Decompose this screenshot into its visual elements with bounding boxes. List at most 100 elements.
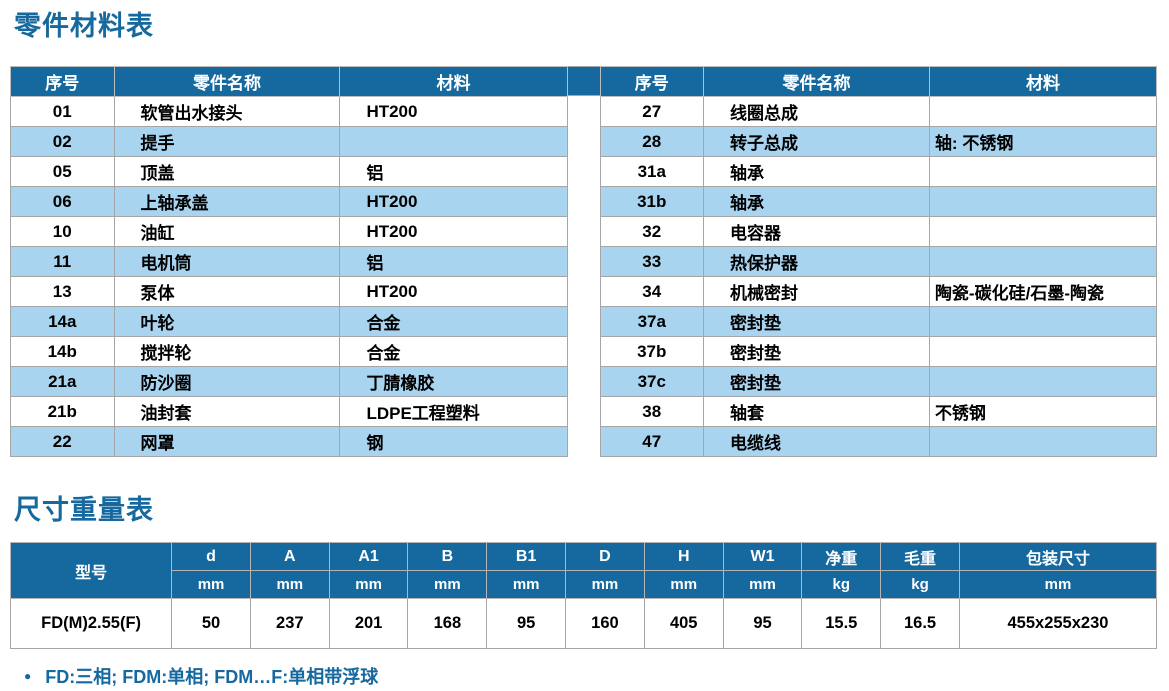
cell-material: HT200: [339, 216, 568, 247]
column-header-D: D: [565, 542, 645, 571]
table-row: 11 电机筒铝: [10, 246, 568, 277]
cell-material: [928, 336, 1158, 367]
dimensions-table-title: 尺寸重量表: [14, 495, 154, 525]
cell-part-name: 油缸: [113, 216, 341, 247]
cell-part-name: 电容器: [703, 216, 930, 247]
column-header-H: H: [643, 542, 724, 571]
cell-material: [928, 306, 1158, 337]
unit-mm: mm: [328, 570, 409, 599]
cell-material: [928, 366, 1158, 397]
table-row: 21a 防沙圈 丁腈橡胶: [10, 366, 568, 397]
cell-part-name: 热保护器: [703, 246, 930, 277]
table-row: 31b 轴承: [599, 186, 1158, 217]
cell-material: [339, 126, 568, 157]
table-row: 14a 叶轮 合金: [10, 306, 568, 337]
cell-part-name: 电缆线: [703, 426, 930, 457]
cell-serial: 31b: [599, 186, 704, 217]
cell-A: 237: [249, 598, 330, 649]
cell-serial: 37a: [599, 306, 704, 337]
table-row: 21b 油封套 LDPE工程塑料: [10, 396, 568, 427]
cell-part-name: 软管出水接头: [113, 96, 341, 127]
cell-material: [928, 156, 1158, 187]
column-header-W1: W1: [722, 542, 803, 571]
cell-A1: 201: [328, 598, 409, 649]
cell-part-name: 密封垫: [703, 336, 930, 367]
header-row: 序号 零件名称 材料: [10, 66, 568, 97]
cell-material: 合金: [339, 336, 568, 367]
cell-material: 轴: 不锈钢: [928, 126, 1158, 157]
cell-gross-weight: 16.5: [880, 598, 960, 649]
cell-part-name: 轴套: [703, 396, 930, 427]
table-row: 02 提手: [10, 126, 568, 157]
column-header-model: 型号: [9, 542, 173, 599]
cell-part-name: 电机筒: [113, 246, 341, 277]
cell-material: [928, 186, 1158, 217]
cell-serial: 21b: [10, 396, 115, 427]
cell-serial: 02: [10, 126, 115, 157]
cell-serial: 14b: [10, 336, 115, 367]
column-header-part-name: 零件名称: [703, 66, 930, 97]
table-row: 32 电容器: [599, 216, 1158, 247]
cell-part-name: 密封垫: [703, 366, 930, 397]
unit-mm: mm: [958, 570, 1158, 599]
table-row: FD(M)2.55(F) 50 237 201 168 95 160 405 9…: [9, 598, 1158, 649]
column-header-d: d: [171, 542, 251, 571]
cell-serial: 05: [10, 156, 115, 187]
cell-serial: 14a: [10, 306, 115, 337]
cell-material: 不锈钢: [928, 396, 1158, 427]
dimensions-table: 型号 d A A1 B B1 D H W1 净重 毛重 包装尺寸 mm mm m…: [9, 542, 1158, 649]
cell-d: 50: [171, 598, 251, 649]
column-header-net-weight: 净重: [801, 542, 882, 571]
parts-table-title: 零件材料表: [14, 11, 154, 41]
table-row: 22 网罩钢: [10, 426, 568, 457]
column-header-serial: 序号: [599, 66, 704, 97]
cell-serial: 37c: [599, 366, 704, 397]
column-header-A1: A1: [328, 542, 409, 571]
column-header-gross-weight: 毛重: [880, 542, 960, 571]
table-row: 31a 轴承: [599, 156, 1158, 187]
cell-part-name: 油封套: [113, 396, 341, 427]
cell-B: 168: [407, 598, 488, 649]
parts-tables-container: 序号 零件名称 材料 01 软管出水接头 HT200 02 提手 05 顶盖铝 06 上轴…: [10, 66, 1158, 457]
unit-mm: mm: [407, 570, 488, 599]
cell-serial: 06: [10, 186, 115, 217]
cell-serial: 22: [10, 426, 115, 457]
cell-part-name: 机械密封: [703, 276, 930, 307]
cell-part-name: 提手: [113, 126, 341, 157]
cell-material: [928, 96, 1158, 127]
cell-part-name: 线圈总成: [703, 96, 930, 127]
column-header-A: A: [249, 542, 330, 571]
cell-material: 铝: [339, 156, 568, 187]
column-header-material: 材料: [928, 66, 1158, 97]
cell-serial: 01: [10, 96, 115, 127]
cell-serial: 13: [10, 276, 115, 307]
cell-part-name: 防沙圈: [113, 366, 341, 397]
table-row: 01 软管出水接头 HT200: [10, 96, 568, 127]
cell-B1: 95: [486, 598, 567, 649]
cell-material: [928, 246, 1158, 277]
column-header-part-name: 零件名称: [113, 66, 341, 97]
table-row: 14b 搅拌轮 合金: [10, 336, 568, 367]
spacer-header-band: [567, 66, 600, 96]
column-header-serial: 序号: [10, 66, 115, 97]
unit-mm: mm: [565, 570, 645, 599]
table-row: 06 上轴承盖 HT200: [10, 186, 568, 217]
cell-serial: 27: [599, 96, 704, 127]
cell-serial: 32: [599, 216, 704, 247]
cell-serial: 21a: [10, 366, 115, 397]
cell-D: 160: [565, 598, 645, 649]
column-header-B1: B1: [486, 542, 567, 571]
cell-package-size: 455x255x230: [958, 598, 1158, 649]
table-row: 05 顶盖铝: [10, 156, 568, 187]
unit-mm: mm: [643, 570, 724, 599]
table-row: 10 油缸 HT200: [10, 216, 568, 247]
cell-H: 405: [643, 598, 724, 649]
cell-material: HT200: [339, 276, 568, 307]
cell-part-name: 顶盖: [113, 156, 341, 187]
table-row: 47 电缆线: [599, 426, 1158, 457]
header-row: 序号 零件名称 材料: [599, 66, 1158, 97]
cell-part-name: 搅拌轮: [113, 336, 341, 367]
cell-serial: 10: [10, 216, 115, 247]
cell-part-name: 轴承: [703, 186, 930, 217]
